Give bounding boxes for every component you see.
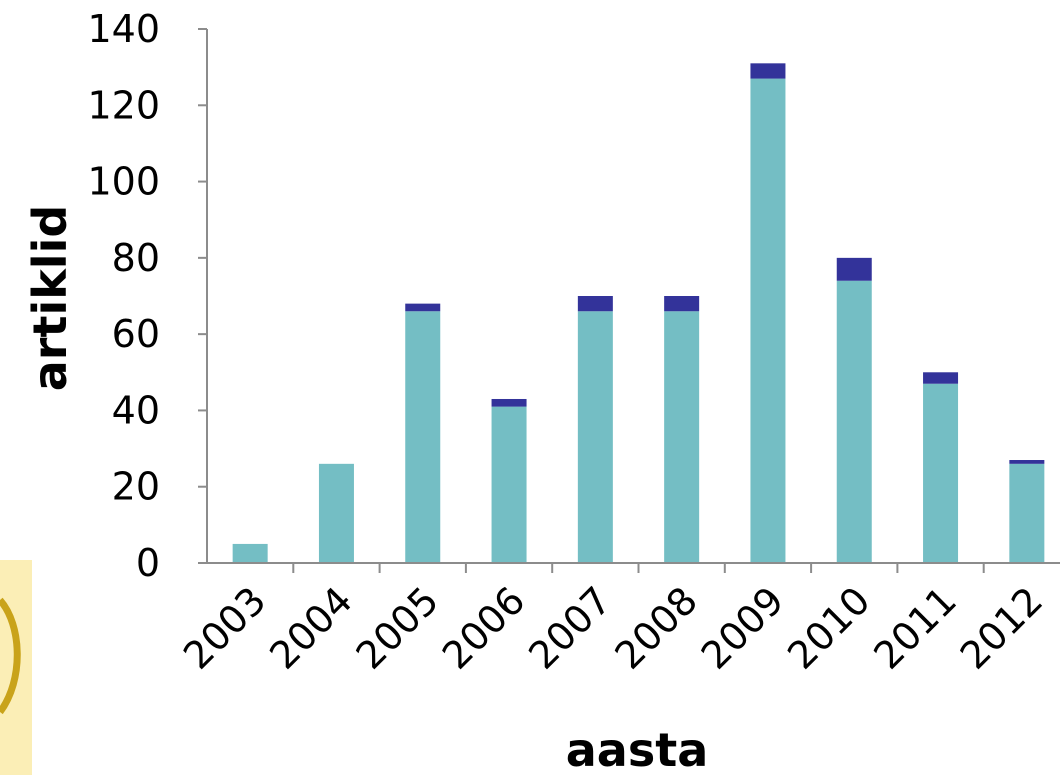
bar-segment-0-2005 <box>405 311 441 563</box>
corner-decoration <box>0 560 32 775</box>
x-tick-label: 2005 <box>348 578 448 678</box>
bar-segment-0-2009 <box>750 78 786 563</box>
bar-segment-0-2006 <box>491 406 527 563</box>
bar-segment-0-2003 <box>232 543 268 563</box>
x-axis-title: aasta <box>566 723 709 775</box>
bar-segment-1-2010 <box>836 257 872 281</box>
x-tick-label: 2011 <box>865 578 965 678</box>
x-tick-label: 2009 <box>693 578 793 678</box>
bar-segment-1-2008 <box>664 296 700 312</box>
bar-segment-0-2008 <box>664 311 700 563</box>
bar-segment-1-2009 <box>750 63 786 79</box>
x-tick-label: 2012 <box>952 578 1052 678</box>
y-axis-title: artiklid <box>23 205 77 392</box>
bar-segment-0-2012 <box>1009 463 1045 563</box>
x-tick-label: 2008 <box>607 578 707 678</box>
y-tick-label: 0 <box>136 541 160 585</box>
bar-segment-0-2011 <box>923 383 959 563</box>
y-tick-label: 140 <box>87 7 160 51</box>
bar-segment-0-2010 <box>836 280 872 563</box>
y-tick-label: 20 <box>112 465 160 509</box>
y-tick-label: 80 <box>112 236 160 280</box>
bar-segment-1-2012 <box>1009 460 1045 464</box>
bar-segment-1-2011 <box>923 372 959 384</box>
y-tick-label: 120 <box>87 83 160 127</box>
x-tick-label: 2007 <box>520 578 620 678</box>
y-tick-label: 40 <box>112 388 160 432</box>
bar-segment-1-2005 <box>405 303 441 312</box>
bars-layer <box>232 63 1045 563</box>
y-tick-label: 60 <box>112 312 160 356</box>
x-tick-label: 2003 <box>175 578 275 678</box>
x-tick-label: 2010 <box>779 578 879 678</box>
bar-segment-1-2006 <box>491 398 527 407</box>
bar-segment-0-2007 <box>577 311 613 563</box>
bar-segment-0-2004 <box>318 463 354 563</box>
y-tick-label: 100 <box>87 160 160 204</box>
y-tick-labels: 0 20 40 60 80 100 120 140 <box>87 7 160 585</box>
x-tick-label: 2004 <box>261 578 361 678</box>
axes-layer <box>198 28 1060 573</box>
x-tick-label: 2006 <box>434 578 534 678</box>
bar-segment-1-2007 <box>577 296 613 312</box>
